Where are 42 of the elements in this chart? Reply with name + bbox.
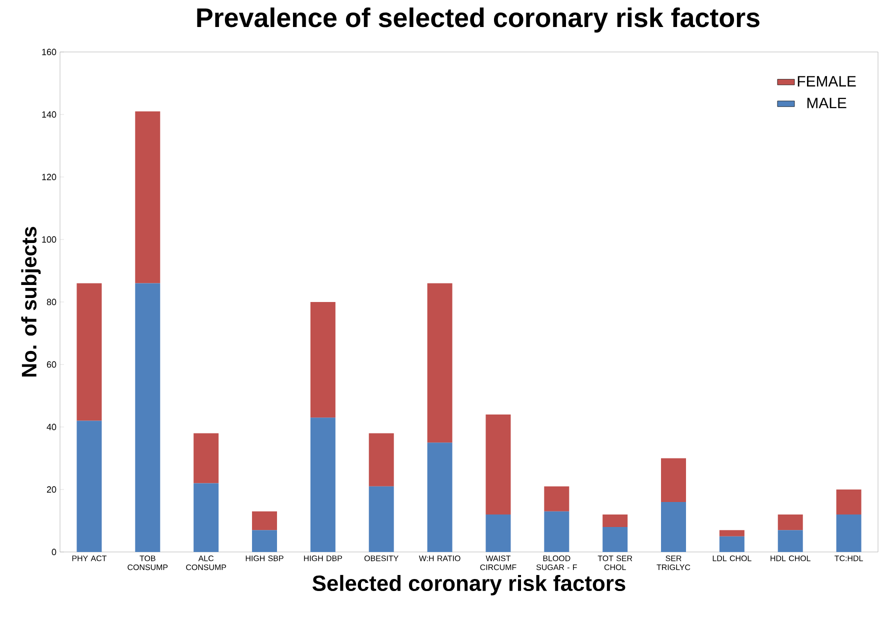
bar bbox=[486, 414, 511, 514]
bar bbox=[76, 283, 102, 421]
bar bbox=[194, 433, 219, 484]
bar bbox=[310, 302, 336, 418]
bar bbox=[252, 530, 278, 552]
bar bbox=[719, 530, 744, 536]
y-tick-label: 100 bbox=[42, 236, 56, 243]
bar bbox=[368, 433, 394, 486]
bar bbox=[427, 283, 452, 443]
y-tick-label: 140 bbox=[42, 111, 56, 118]
bar bbox=[135, 283, 160, 552]
bar bbox=[310, 418, 336, 552]
bar bbox=[661, 458, 686, 502]
bar bbox=[602, 514, 628, 527]
bar bbox=[135, 111, 160, 284]
bar bbox=[778, 530, 803, 552]
bar bbox=[427, 442, 452, 552]
bar bbox=[602, 526, 628, 552]
x-axis-title: Selected coronary risk factors bbox=[312, 574, 626, 596]
legend-label: MALE bbox=[807, 98, 846, 108]
bar bbox=[661, 502, 686, 552]
bar bbox=[76, 420, 102, 552]
y-tick-label: 160 bbox=[42, 48, 56, 56]
y-tick-label: 80 bbox=[46, 298, 56, 306]
bar bbox=[544, 511, 570, 552]
bar bbox=[719, 536, 744, 552]
y-tick-label: 120 bbox=[42, 174, 56, 180]
bar bbox=[836, 489, 862, 514]
y-axis-title: No. of subjects bbox=[21, 226, 41, 377]
y-tick-label: 20 bbox=[46, 486, 56, 493]
bar bbox=[544, 486, 570, 512]
y-tick-label: 60 bbox=[46, 361, 56, 368]
y-tick-label: 0 bbox=[52, 548, 56, 556]
bar bbox=[486, 514, 511, 552]
y-tick-label: 40 bbox=[46, 424, 56, 430]
bar bbox=[252, 511, 278, 530]
bar bbox=[836, 514, 862, 552]
legend-label: FEMALE bbox=[798, 76, 856, 86]
chart-title: Prevalence of selected coronary risk factors bbox=[197, 8, 760, 33]
bar bbox=[778, 514, 803, 530]
bar bbox=[368, 486, 394, 552]
bar bbox=[194, 483, 219, 552]
